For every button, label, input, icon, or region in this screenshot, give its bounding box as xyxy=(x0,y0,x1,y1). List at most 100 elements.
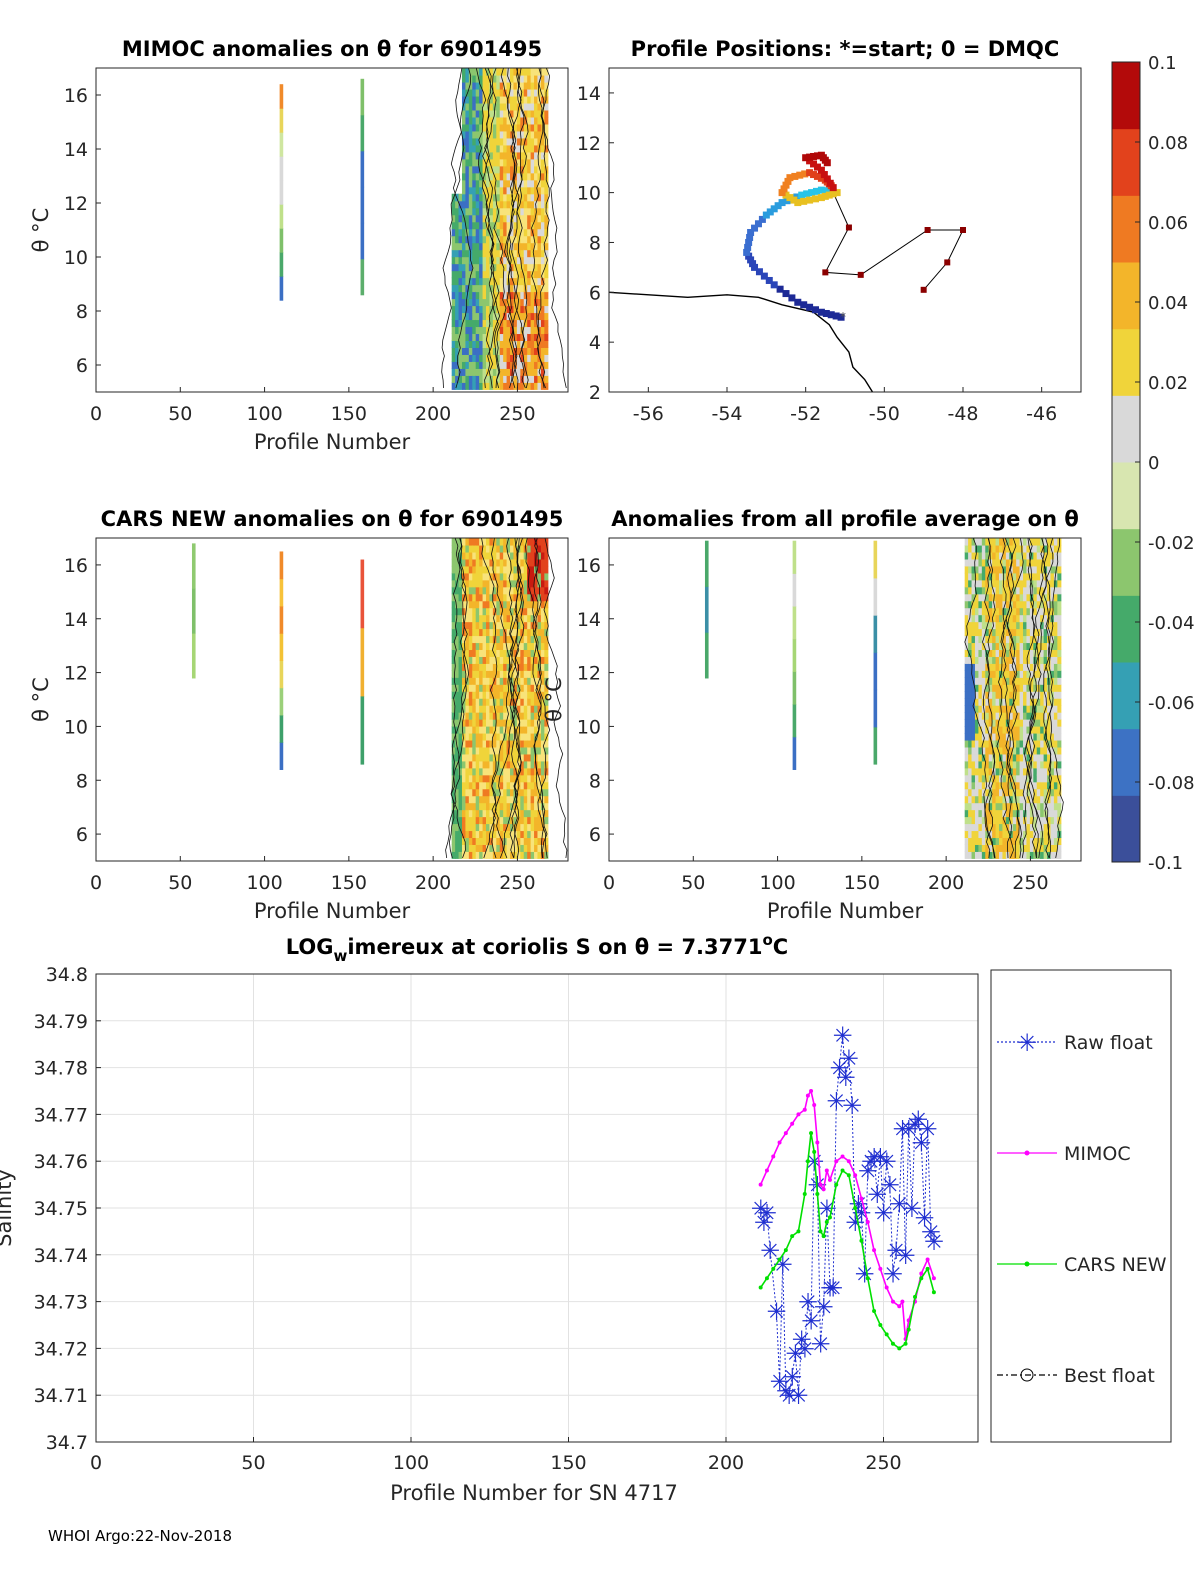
anomaly-block-cell xyxy=(472,788,477,797)
anomaly-block-cell xyxy=(520,663,525,671)
anomaly-block-cell xyxy=(482,586,487,595)
raw-float-point: ✳ xyxy=(776,1378,796,1406)
anomaly-block-cell xyxy=(486,663,491,671)
anomaly-block-cell xyxy=(499,368,504,376)
anomaly-block-cell xyxy=(1026,753,1031,762)
anomaly-block-cell xyxy=(475,312,480,321)
anomaly-block-cell xyxy=(451,760,456,769)
anomaly-block-cell xyxy=(544,544,549,553)
anomaly-block-cell xyxy=(461,200,467,209)
anomaly-block-cell xyxy=(520,305,525,314)
anomaly-block-cell xyxy=(503,760,508,769)
anomaly-block-cell xyxy=(527,375,532,383)
anomaly-block-cell xyxy=(999,565,1004,574)
anomaly-block-cell xyxy=(1002,677,1007,685)
anomaly-block-cell xyxy=(523,642,528,651)
anomaly-block-cell xyxy=(492,270,497,279)
anomaly-block-cell xyxy=(530,538,535,546)
anomaly-block-cell xyxy=(461,256,467,265)
anomaly-block-cell xyxy=(999,614,1004,623)
anomaly-block-cell xyxy=(468,291,473,300)
track-position-marker xyxy=(820,171,828,179)
anomaly-block-cell xyxy=(492,228,497,237)
anomaly-block-cell xyxy=(506,809,511,818)
anomaly-block-cell xyxy=(496,298,501,307)
anomaly-block-cell xyxy=(992,802,997,811)
series-point xyxy=(764,1276,769,1281)
anomaly-block-cell xyxy=(1009,614,1014,623)
anomaly-block-cell xyxy=(1012,621,1017,630)
anomaly-block-cell xyxy=(968,698,973,706)
anomaly-block-cell xyxy=(503,68,508,76)
anomaly-block-cell xyxy=(999,719,1004,727)
anomaly-block-cell xyxy=(503,312,508,321)
anomaly-block-cell xyxy=(985,837,990,845)
anomaly-block-cell xyxy=(513,95,518,104)
series-point xyxy=(897,1304,902,1309)
raw-float-point: ✳ xyxy=(817,1195,837,1223)
anomaly-block-cell xyxy=(1016,746,1021,755)
anomaly-block-cell xyxy=(461,851,467,859)
anomaly-block-cell xyxy=(978,788,983,797)
anomaly-block-cell xyxy=(489,305,494,314)
anomaly-block-cell xyxy=(461,123,467,132)
anomaly-block-cell xyxy=(544,593,549,602)
anomaly-block-cell xyxy=(486,614,491,623)
anomaly-block-cell xyxy=(964,635,969,644)
anomaly-block-cell xyxy=(486,823,491,832)
anomaly-block-cell xyxy=(968,558,973,567)
anomaly-block-cell xyxy=(971,649,976,657)
anomaly-block-cell xyxy=(479,844,484,852)
anomaly-block-cell xyxy=(510,558,515,567)
anomaly-block-cell xyxy=(503,712,508,720)
anomaly-block-cell xyxy=(520,719,525,727)
anomaly-block-cell xyxy=(537,298,542,307)
anomaly-block-cell xyxy=(465,788,470,797)
anomaly-block-cell xyxy=(479,823,484,832)
anomaly-block-cell xyxy=(981,551,986,560)
anomaly-block-cell xyxy=(978,565,983,574)
anomaly-block-cell xyxy=(520,565,525,574)
anomaly-block-cell xyxy=(1002,649,1007,657)
anomaly-block-cell xyxy=(1040,851,1045,859)
anomaly-block-cell xyxy=(472,207,477,216)
anomaly-block-cell xyxy=(1005,538,1010,546)
anomaly-block-cell xyxy=(475,68,480,76)
anomaly-block-cell xyxy=(461,368,467,376)
anomaly-block-cell xyxy=(544,263,549,272)
anomaly-block-cell xyxy=(479,586,484,595)
anomaly-block-cell xyxy=(1026,809,1031,818)
anomaly-block-cell xyxy=(968,663,973,671)
anomaly-block-cell xyxy=(1023,614,1028,623)
anomaly-block-cell xyxy=(506,263,511,272)
anomaly-block-cell xyxy=(971,788,976,797)
anomaly-block-cell xyxy=(544,137,549,146)
anomaly-block-cell xyxy=(544,851,549,859)
x-axis-label: Profile Number xyxy=(254,899,411,923)
anomaly-block-cell xyxy=(513,298,518,307)
anomaly-block-cell xyxy=(482,298,487,307)
anomaly-block-cell xyxy=(544,382,549,390)
anomaly-block-cell xyxy=(482,774,487,783)
anomaly-block-cell xyxy=(964,670,969,678)
anomaly-block-cell xyxy=(1012,746,1017,755)
anomaly-strip-cell xyxy=(360,559,365,629)
y-tick-label: 8 xyxy=(76,770,88,792)
anomaly-block-cell xyxy=(489,788,494,797)
anomaly-block-cell xyxy=(534,277,539,286)
anomaly-block-cell xyxy=(1036,760,1041,769)
anomaly-block-cell xyxy=(496,228,501,237)
anomaly-block-cell xyxy=(461,312,467,321)
series-point xyxy=(834,1182,839,1187)
anomaly-block-cell xyxy=(1040,614,1045,623)
anomaly-block-cell xyxy=(496,263,501,272)
anomaly-block-cell xyxy=(472,249,477,258)
anomaly-block-cell xyxy=(499,572,504,581)
anomaly-block-cell xyxy=(513,551,518,560)
anomaly-block-cell xyxy=(506,621,511,630)
anomaly-block-cell xyxy=(540,312,545,321)
anomaly-block-cell xyxy=(451,677,456,685)
anomaly-block-cell xyxy=(537,186,542,195)
anomaly-block-cell xyxy=(540,235,545,244)
